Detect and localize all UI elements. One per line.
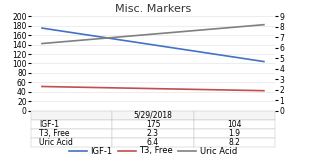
Legend: IGF-1, T3, Free, Uric Acid: IGF-1, T3, Free, Uric Acid bbox=[66, 143, 240, 159]
Title: Misc. Markers: Misc. Markers bbox=[115, 4, 191, 14]
